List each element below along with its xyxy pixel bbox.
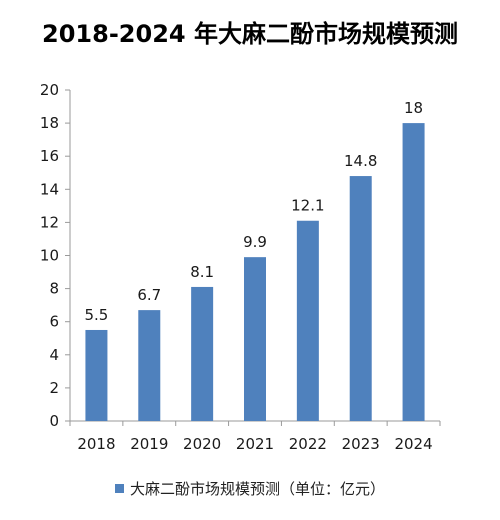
y-tick-label: 8 — [49, 280, 59, 298]
x-tick-label-2018: 2018 — [77, 435, 115, 453]
y-tick-label: 4 — [49, 346, 59, 364]
y-tick-label: 12 — [40, 213, 59, 231]
data-label-2022: 12.1 — [291, 197, 324, 215]
legend: 大麻二酚市场规模预测（单位：亿元） — [0, 478, 500, 499]
data-label-2023: 14.8 — [344, 152, 377, 170]
y-tick-label: 0 — [49, 412, 59, 430]
data-label-2020: 8.1 — [190, 263, 214, 281]
bar-2023 — [349, 176, 372, 421]
bar-2019 — [138, 310, 161, 421]
y-tick-label: 18 — [40, 114, 59, 132]
data-labels: 5.5 6.7 8.1 9.9 12.1 14.8 18 — [84, 99, 423, 324]
bars — [85, 123, 425, 421]
x-tick-label-2024: 2024 — [394, 435, 432, 453]
x-tick-label-2020: 2020 — [183, 435, 221, 453]
legend-swatch — [114, 484, 124, 493]
y-tick-label: 6 — [49, 313, 59, 331]
bar-2018 — [85, 329, 108, 421]
data-label-2021: 9.9 — [243, 233, 267, 251]
data-label-2019: 6.7 — [137, 286, 161, 304]
y-tick-label: 10 — [40, 247, 59, 265]
x-tick-label-2021: 2021 — [236, 435, 274, 453]
chart-title: 2018-2024 年大麻二酚市场规模预测 — [42, 20, 458, 48]
y-axis: 0 2 4 6 8 10 12 14 16 18 20 — [40, 81, 71, 430]
y-tick-label: 16 — [40, 147, 59, 165]
bar-2022 — [296, 220, 319, 421]
bar-2021 — [244, 257, 266, 421]
y-tick-label: 2 — [49, 379, 59, 397]
data-label-2024: 18 — [404, 99, 423, 117]
data-label-2018: 5.5 — [84, 306, 108, 324]
bar-2024 — [402, 123, 425, 421]
x-tick-label-2022: 2022 — [289, 435, 327, 453]
y-tick-label: 14 — [40, 180, 59, 198]
y-tick-label: 20 — [40, 81, 59, 99]
x-axis: 2018 2019 2020 2021 2022 2023 2024 — [69, 420, 441, 453]
legend-label: 大麻二酚市场规模预测（单位：亿元） — [129, 480, 385, 498]
x-tick-label-2019: 2019 — [130, 435, 168, 453]
x-tick-label-2023: 2023 — [342, 435, 380, 453]
bar-2020 — [191, 286, 214, 421]
